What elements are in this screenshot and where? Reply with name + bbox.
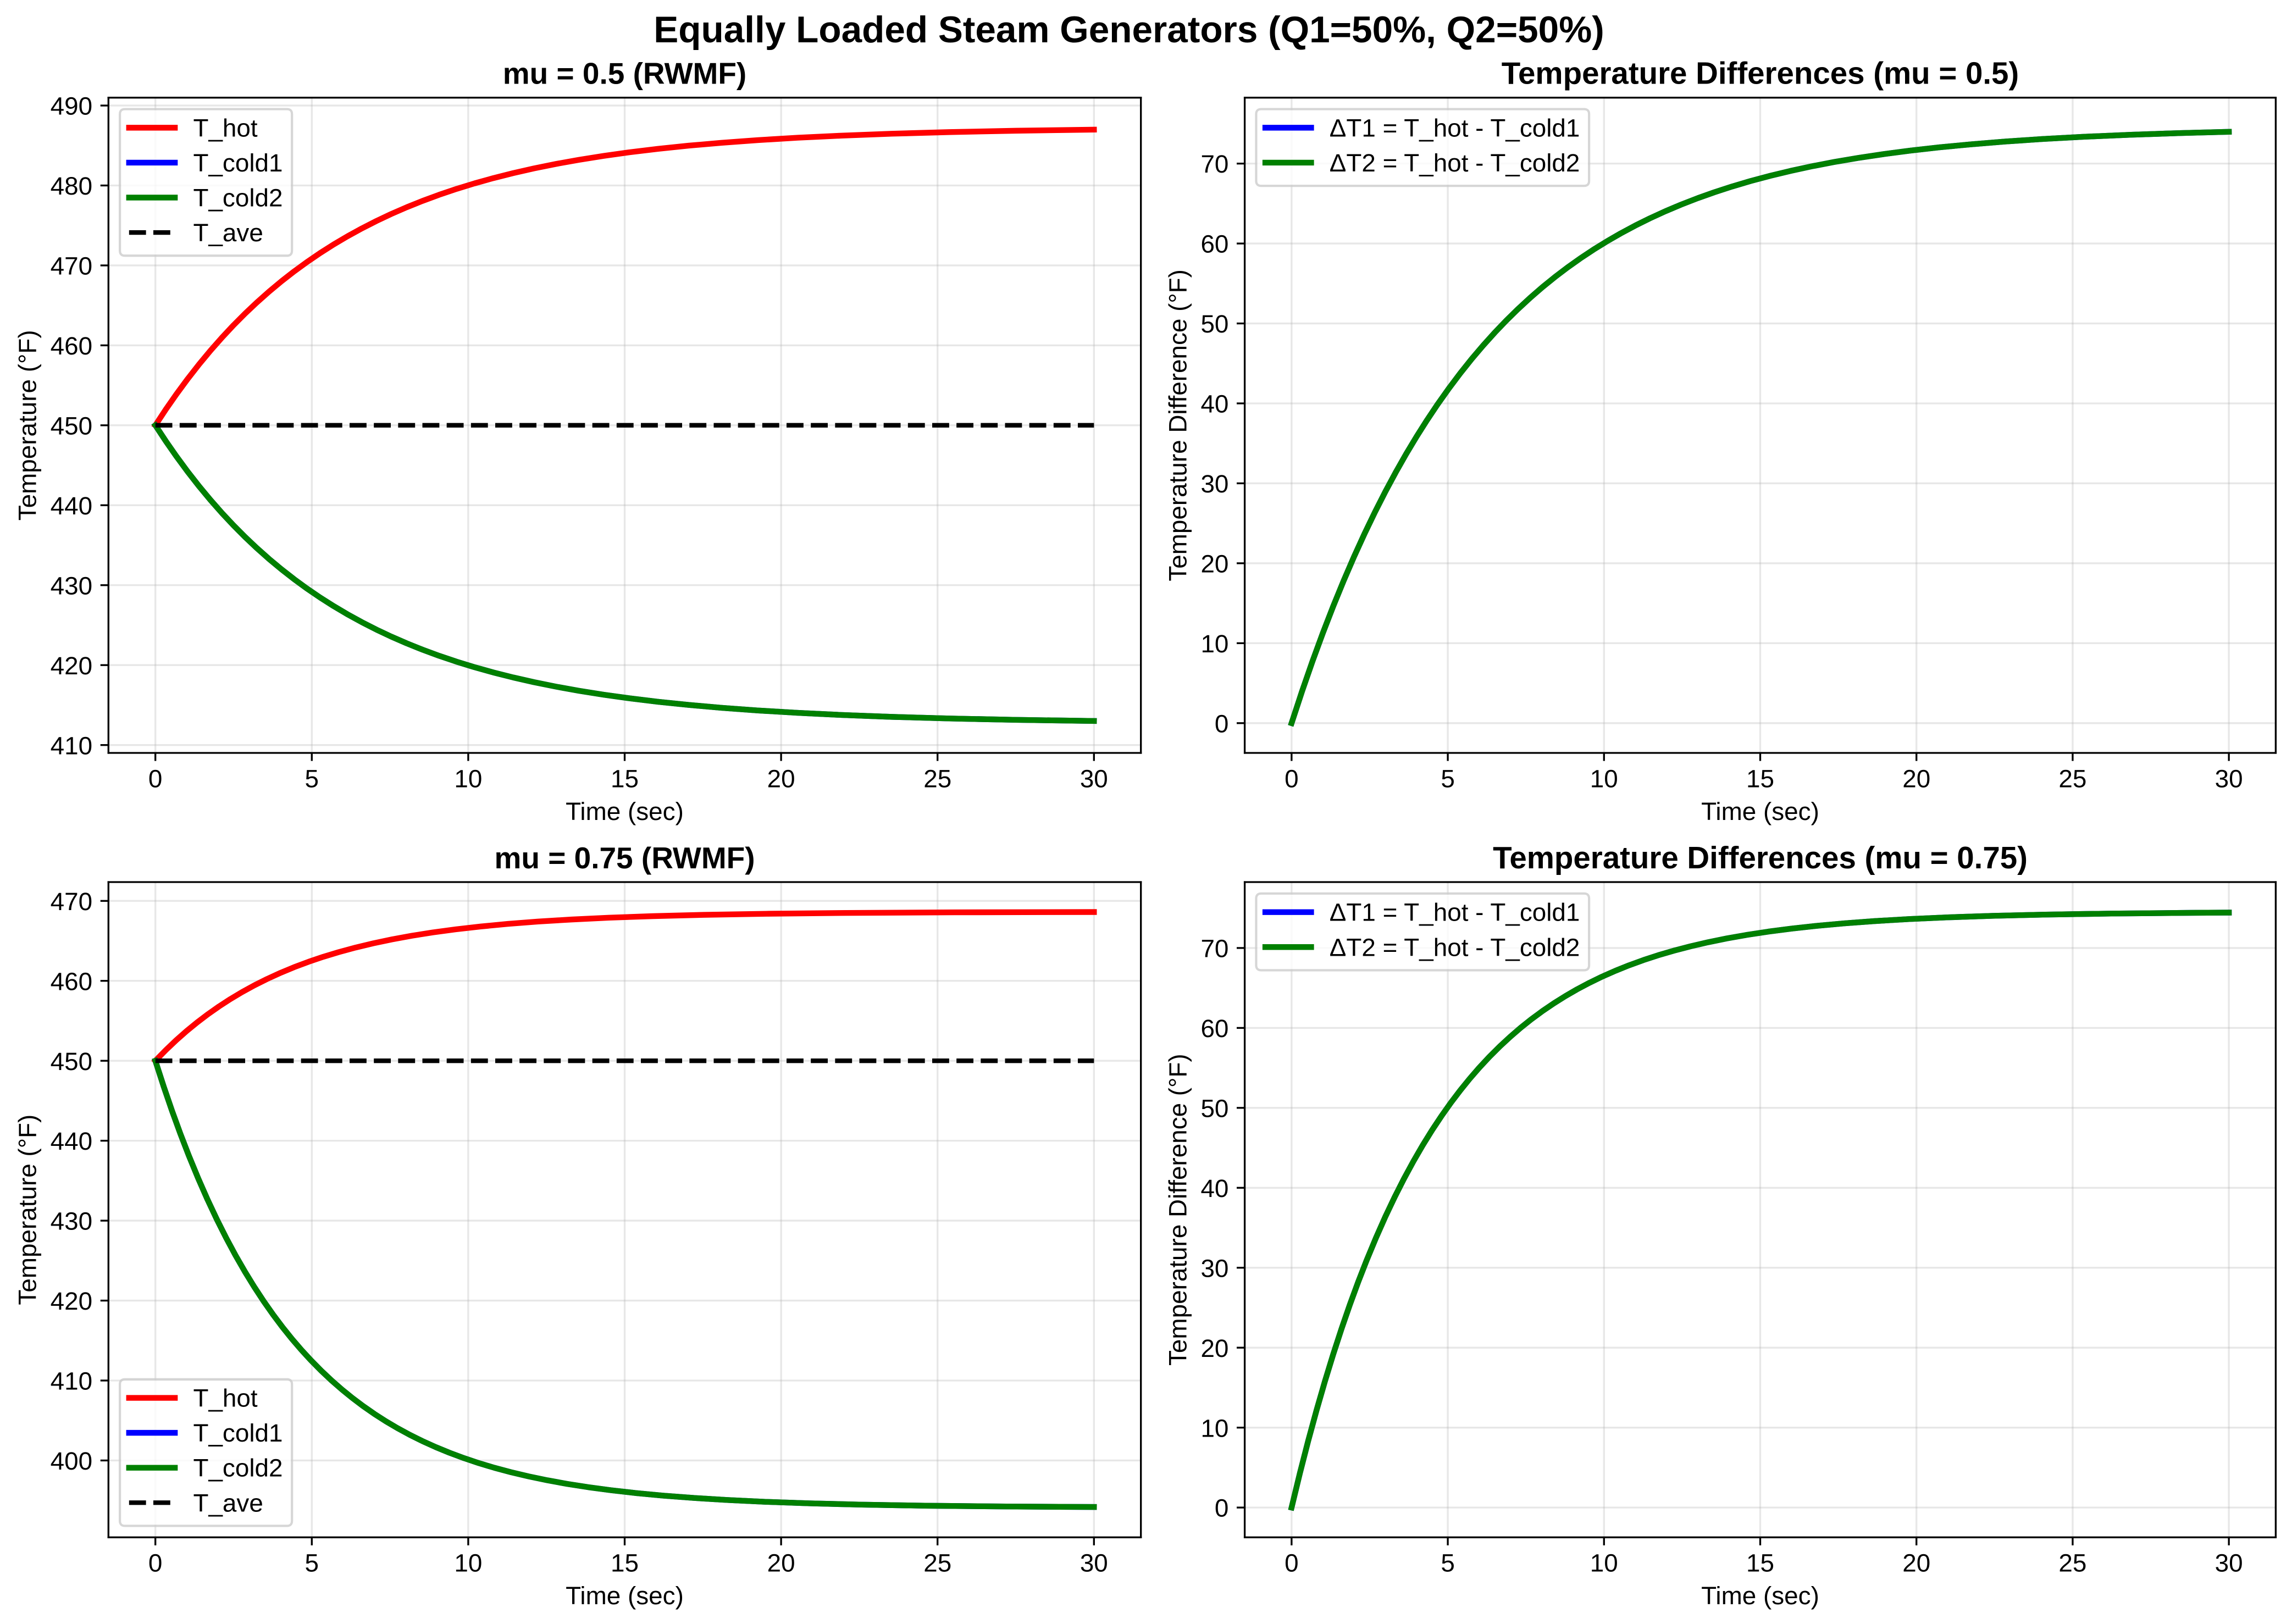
svg-text:T_cold2: T_cold2: [193, 1454, 283, 1482]
svg-text:0: 0: [1215, 1494, 1229, 1522]
svg-text:15: 15: [1746, 1549, 1774, 1577]
svg-text:20: 20: [1200, 550, 1228, 578]
svg-text:460: 460: [51, 967, 92, 995]
svg-text:ΔT1 = T_hot - T_cold1: ΔT1 = T_hot - T_cold1: [1330, 899, 1580, 927]
svg-text:20: 20: [1200, 1334, 1228, 1362]
svg-text:T_cold1: T_cold1: [193, 149, 283, 177]
svg-text:30: 30: [2215, 1549, 2243, 1577]
svg-text:480: 480: [51, 172, 92, 200]
svg-text:470: 470: [51, 888, 92, 916]
svg-text:410: 410: [51, 1367, 92, 1395]
svg-text:40: 40: [1200, 1174, 1228, 1202]
svg-text:mu = 0.5 (RWMF): mu = 0.5 (RWMF): [503, 57, 746, 91]
svg-text:470: 470: [51, 252, 92, 280]
svg-text:Temperature Difference (°F): Temperature Difference (°F): [1164, 1054, 1192, 1366]
svg-text:25: 25: [923, 764, 951, 792]
svg-text:20: 20: [767, 1549, 795, 1577]
svg-text:Temperature (°F): Temperature (°F): [13, 1115, 41, 1305]
svg-text:420: 420: [51, 1287, 92, 1315]
svg-text:T_hot: T_hot: [193, 1384, 257, 1412]
svg-text:0: 0: [148, 1549, 163, 1577]
svg-text:ΔT2 = T_hot - T_cold2: ΔT2 = T_hot - T_cold2: [1330, 149, 1580, 177]
svg-text:T_cold1: T_cold1: [193, 1419, 283, 1447]
svg-text:5: 5: [305, 1549, 319, 1577]
svg-text:450: 450: [51, 412, 92, 440]
svg-text:490: 490: [51, 92, 92, 120]
svg-text:Time (sec): Time (sec): [566, 797, 684, 825]
svg-text:10: 10: [1200, 1414, 1228, 1442]
svg-text:25: 25: [2058, 764, 2086, 792]
svg-text:10: 10: [1590, 764, 1618, 792]
svg-text:30: 30: [1080, 764, 1108, 792]
svg-text:60: 60: [1200, 230, 1228, 258]
svg-text:T_ave: T_ave: [193, 219, 263, 247]
svg-text:Temperature Differences (mu =: Temperature Differences (mu = 0.75): [1493, 840, 2028, 875]
svg-text:Time (sec): Time (sec): [566, 1582, 684, 1610]
svg-text:15: 15: [1746, 764, 1774, 792]
svg-text:5: 5: [1441, 764, 1455, 792]
svg-text:10: 10: [1590, 1549, 1618, 1577]
svg-text:20: 20: [1902, 1549, 1930, 1577]
svg-text:450: 450: [51, 1047, 92, 1076]
svg-text:T_ave: T_ave: [193, 1489, 263, 1517]
svg-text:15: 15: [611, 1549, 639, 1577]
svg-text:440: 440: [51, 492, 92, 520]
svg-text:Equally Loaded Steam Generator: Equally Loaded Steam Generators (Q1=50%,…: [654, 9, 1604, 51]
svg-text:Time (sec): Time (sec): [1701, 1582, 1819, 1610]
svg-text:10: 10: [1200, 630, 1228, 658]
svg-text:40: 40: [1200, 390, 1228, 418]
svg-text:10: 10: [454, 764, 482, 792]
svg-text:30: 30: [1080, 1549, 1108, 1577]
svg-text:Temperature Difference (°F): Temperature Difference (°F): [1164, 269, 1192, 581]
svg-text:400: 400: [51, 1447, 92, 1475]
svg-text:30: 30: [1200, 1254, 1228, 1282]
svg-text:30: 30: [2215, 764, 2243, 792]
svg-text:70: 70: [1200, 150, 1228, 178]
svg-text:460: 460: [51, 332, 92, 360]
svg-text:0: 0: [1285, 1549, 1299, 1577]
svg-text:Time (sec): Time (sec): [1701, 797, 1819, 825]
svg-text:70: 70: [1200, 935, 1228, 963]
svg-text:10: 10: [454, 1549, 482, 1577]
svg-text:410: 410: [51, 731, 92, 760]
svg-text:20: 20: [767, 764, 795, 792]
svg-text:5: 5: [305, 764, 319, 792]
svg-text:50: 50: [1200, 310, 1228, 338]
svg-text:60: 60: [1200, 1015, 1228, 1043]
svg-text:5: 5: [1441, 1549, 1455, 1577]
svg-text:430: 430: [51, 572, 92, 600]
svg-text:420: 420: [51, 652, 92, 680]
svg-text:25: 25: [2058, 1549, 2086, 1577]
svg-text:430: 430: [51, 1207, 92, 1235]
svg-text:ΔT1 = T_hot - T_cold1: ΔT1 = T_hot - T_cold1: [1330, 114, 1580, 142]
svg-text:T_hot: T_hot: [193, 114, 257, 142]
svg-text:15: 15: [611, 764, 639, 792]
svg-text:ΔT2 = T_hot - T_cold2: ΔT2 = T_hot - T_cold2: [1330, 933, 1580, 961]
svg-text:Temperature (°F): Temperature (°F): [13, 330, 41, 520]
svg-text:20: 20: [1902, 764, 1930, 792]
svg-text:Temperature Differences (mu =: Temperature Differences (mu = 0.5): [1502, 56, 2019, 91]
svg-text:T_cold2: T_cold2: [193, 184, 283, 212]
svg-text:440: 440: [51, 1127, 92, 1155]
svg-text:0: 0: [148, 764, 163, 792]
svg-text:mu = 0.75 (RWMF): mu = 0.75 (RWMF): [494, 841, 755, 875]
svg-text:30: 30: [1200, 470, 1228, 498]
svg-text:50: 50: [1200, 1094, 1228, 1122]
svg-text:25: 25: [923, 1549, 951, 1577]
svg-text:0: 0: [1215, 710, 1229, 738]
svg-text:0: 0: [1285, 764, 1299, 792]
